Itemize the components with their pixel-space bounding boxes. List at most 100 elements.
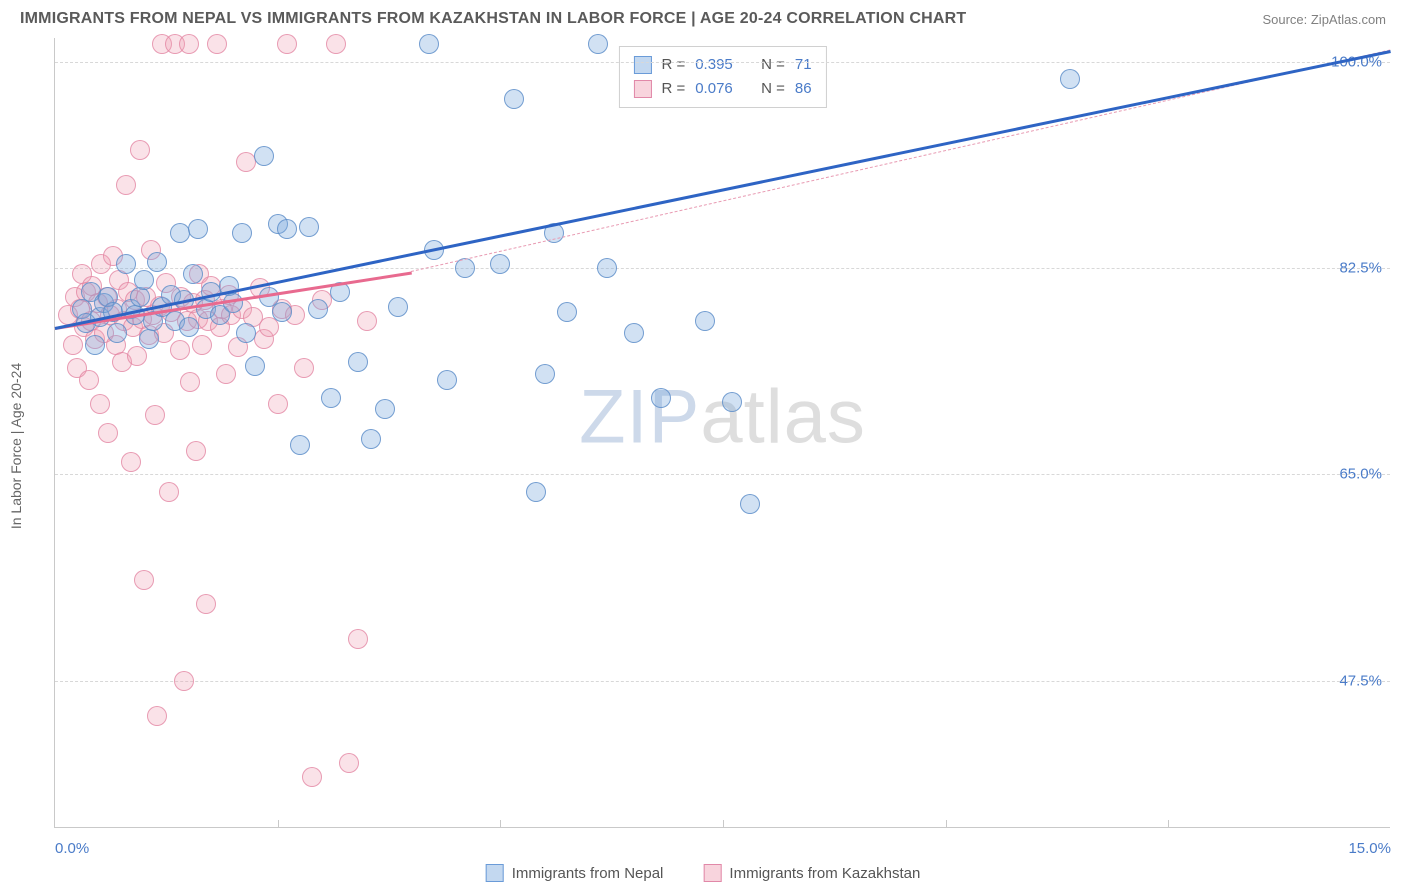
swatch-blue-icon bbox=[486, 864, 504, 882]
data-point bbox=[130, 140, 150, 160]
x-tick bbox=[946, 820, 947, 828]
swatch-pink-icon bbox=[703, 864, 721, 882]
bottom-legend: Immigrants from Nepal Immigrants from Ka… bbox=[486, 864, 921, 882]
data-point bbox=[186, 441, 206, 461]
data-point bbox=[277, 34, 297, 54]
data-point bbox=[1060, 69, 1080, 89]
data-point bbox=[232, 223, 252, 243]
data-point bbox=[207, 34, 227, 54]
r-value-nepal: 0.395 bbox=[695, 53, 733, 77]
data-point bbox=[236, 323, 256, 343]
data-point bbox=[268, 394, 288, 414]
data-point bbox=[535, 364, 555, 384]
data-point bbox=[147, 706, 167, 726]
y-tick-label: 65.0% bbox=[1339, 466, 1382, 483]
data-point bbox=[302, 767, 322, 787]
data-point bbox=[134, 270, 154, 290]
data-point bbox=[290, 435, 310, 455]
legend-row-kazakhstan: R = 0.076 N = 86 bbox=[633, 77, 811, 101]
watermark-atlas: atlas bbox=[700, 374, 866, 459]
r-label: R = bbox=[661, 77, 685, 101]
data-point bbox=[321, 388, 341, 408]
data-point bbox=[134, 570, 154, 590]
data-point bbox=[695, 311, 715, 331]
n-value-nepal: 71 bbox=[795, 53, 812, 77]
data-point bbox=[722, 392, 742, 412]
data-point bbox=[127, 346, 147, 366]
data-point bbox=[526, 482, 546, 502]
n-label: N = bbox=[761, 53, 785, 77]
n-label: N = bbox=[761, 77, 785, 101]
legend-item-kazakhstan: Immigrants from Kazakhstan bbox=[703, 864, 920, 882]
swatch-pink-icon bbox=[633, 80, 651, 98]
data-point bbox=[504, 89, 524, 109]
data-point bbox=[139, 329, 159, 349]
correlation-legend: R = 0.395 N = 71 R = 0.076 N = 86 bbox=[618, 46, 826, 108]
data-point bbox=[624, 323, 644, 343]
data-point bbox=[116, 175, 136, 195]
data-point bbox=[254, 146, 274, 166]
n-value-kazakhstan: 86 bbox=[795, 77, 812, 101]
data-point bbox=[419, 34, 439, 54]
y-tick-label: 47.5% bbox=[1339, 672, 1382, 689]
data-point bbox=[299, 217, 319, 237]
legend-row-nepal: R = 0.395 N = 71 bbox=[633, 53, 811, 77]
legend-label-kazakhstan: Immigrants from Kazakhstan bbox=[729, 865, 920, 882]
gridline-h bbox=[55, 268, 1390, 269]
data-point bbox=[179, 317, 199, 337]
data-point bbox=[348, 352, 368, 372]
data-point bbox=[147, 252, 167, 272]
data-point bbox=[588, 34, 608, 54]
data-point bbox=[192, 335, 212, 355]
data-point bbox=[740, 494, 760, 514]
data-point bbox=[245, 356, 265, 376]
data-point bbox=[107, 323, 127, 343]
data-point bbox=[170, 340, 190, 360]
x-tick bbox=[500, 820, 501, 828]
data-point bbox=[651, 388, 671, 408]
data-point bbox=[272, 302, 292, 322]
data-point bbox=[79, 370, 99, 390]
watermark-zip: ZIP bbox=[579, 374, 700, 459]
data-point bbox=[180, 372, 200, 392]
data-point bbox=[294, 358, 314, 378]
y-axis-title: In Labor Force | Age 20-24 bbox=[8, 363, 24, 529]
data-point bbox=[437, 370, 457, 390]
data-point bbox=[98, 423, 118, 443]
r-label: R = bbox=[661, 53, 685, 77]
swatch-blue-icon bbox=[633, 56, 651, 74]
y-tick-label: 82.5% bbox=[1339, 259, 1382, 276]
data-point bbox=[375, 399, 395, 419]
data-point bbox=[179, 34, 199, 54]
data-point bbox=[145, 405, 165, 425]
x-tick bbox=[1168, 820, 1169, 828]
data-point bbox=[357, 311, 377, 331]
x-tick bbox=[723, 820, 724, 828]
data-point bbox=[277, 219, 297, 239]
data-point bbox=[196, 594, 216, 614]
data-point bbox=[130, 287, 150, 307]
gridline-h bbox=[55, 62, 1390, 63]
gridline-h bbox=[55, 681, 1390, 682]
data-point bbox=[557, 302, 577, 322]
x-tick-label: 15.0% bbox=[1348, 840, 1391, 857]
watermark: ZIPatlas bbox=[579, 373, 866, 460]
x-tick bbox=[278, 820, 279, 828]
data-point bbox=[490, 254, 510, 274]
data-point bbox=[174, 671, 194, 691]
data-point bbox=[159, 482, 179, 502]
data-point bbox=[388, 297, 408, 317]
data-point bbox=[183, 264, 203, 284]
data-point bbox=[308, 299, 328, 319]
source-label: Source: ZipAtlas.com bbox=[1262, 12, 1386, 27]
data-point bbox=[121, 452, 141, 472]
chart-plot-area: ZIPatlas R = 0.395 N = 71 R = 0.076 N = … bbox=[54, 38, 1390, 828]
data-point bbox=[326, 34, 346, 54]
chart-title: IMMIGRANTS FROM NEPAL VS IMMIGRANTS FROM… bbox=[20, 10, 966, 28]
data-point bbox=[339, 753, 359, 773]
legend-item-nepal: Immigrants from Nepal bbox=[486, 864, 664, 882]
data-point bbox=[348, 629, 368, 649]
gridline-h bbox=[55, 474, 1390, 475]
legend-label-nepal: Immigrants from Nepal bbox=[512, 865, 664, 882]
data-point bbox=[85, 335, 105, 355]
